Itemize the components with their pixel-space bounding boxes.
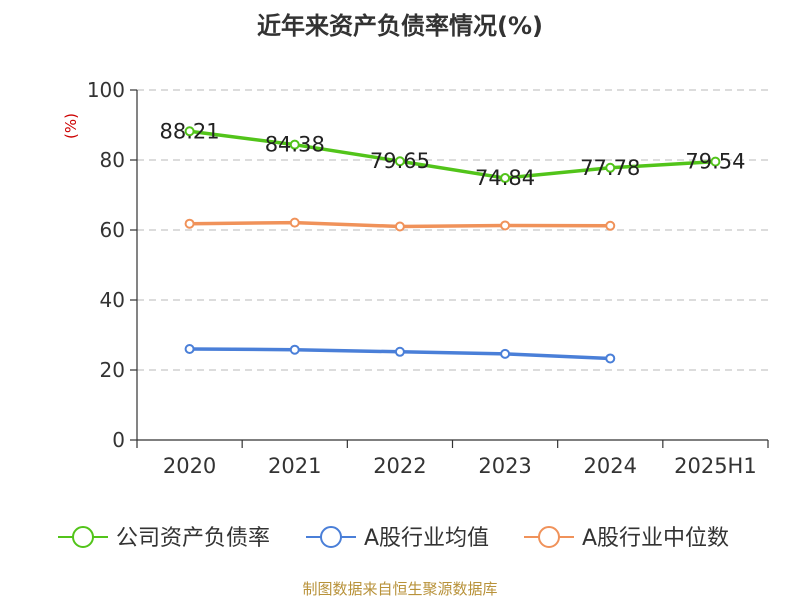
data-point (605, 353, 616, 364)
legend-item: A股行业中位数 (524, 526, 729, 551)
legend-marker (320, 526, 342, 548)
data-point (394, 221, 405, 232)
data-point (289, 217, 300, 228)
y-tick-label: 20 (100, 358, 125, 382)
data-label: 79.65 (370, 149, 430, 173)
y-tick-label: 80 (100, 148, 125, 172)
y-tick-label: 100 (87, 78, 125, 102)
data-point (289, 344, 300, 355)
x-tick-label: 2024 (584, 454, 637, 478)
data-point (500, 348, 511, 359)
legend-label: 公司资产负债率 (116, 526, 270, 551)
data-point (289, 139, 300, 150)
legend-item: A股行业均值 (306, 526, 489, 551)
x-tick-label: 2023 (478, 454, 531, 478)
legend-marker (538, 526, 560, 548)
data-point (500, 173, 511, 184)
x-tick-label: 2020 (163, 454, 216, 478)
data-label: 88.21 (160, 119, 220, 143)
data-label: 77.78 (580, 156, 640, 180)
data-point (394, 346, 405, 357)
data-label: 74.84 (475, 166, 535, 190)
data-point (710, 156, 721, 167)
y-tick-label: 0 (112, 428, 125, 452)
data-point (605, 162, 616, 173)
y-tick-label: 60 (100, 218, 125, 242)
data-point (605, 220, 616, 231)
x-tick-label: 2022 (373, 454, 426, 478)
data-point (394, 156, 405, 167)
legend-marker (72, 526, 94, 548)
data-label: 84.38 (265, 133, 325, 157)
data-point (184, 218, 195, 229)
source-note: 制图数据来自恒生聚源数据库 (302, 580, 498, 598)
series-line (187, 129, 718, 180)
legend-label: A股行业均值 (364, 526, 489, 551)
data-point (184, 126, 195, 137)
y-axis-label: (%) (62, 113, 80, 139)
y-tick-label: 40 (100, 288, 125, 312)
data-point (184, 344, 195, 354)
chart-title: 近年来资产负债率情况(%) (257, 12, 543, 40)
legend-label: A股行业中位数 (582, 526, 729, 551)
legend-item: 公司资产负债率 (58, 526, 270, 551)
x-tick-label: 2021 (268, 454, 321, 478)
data-label: 79.54 (685, 150, 745, 174)
data-point (500, 220, 511, 231)
x-tick-label: 2025H1 (674, 454, 757, 478)
